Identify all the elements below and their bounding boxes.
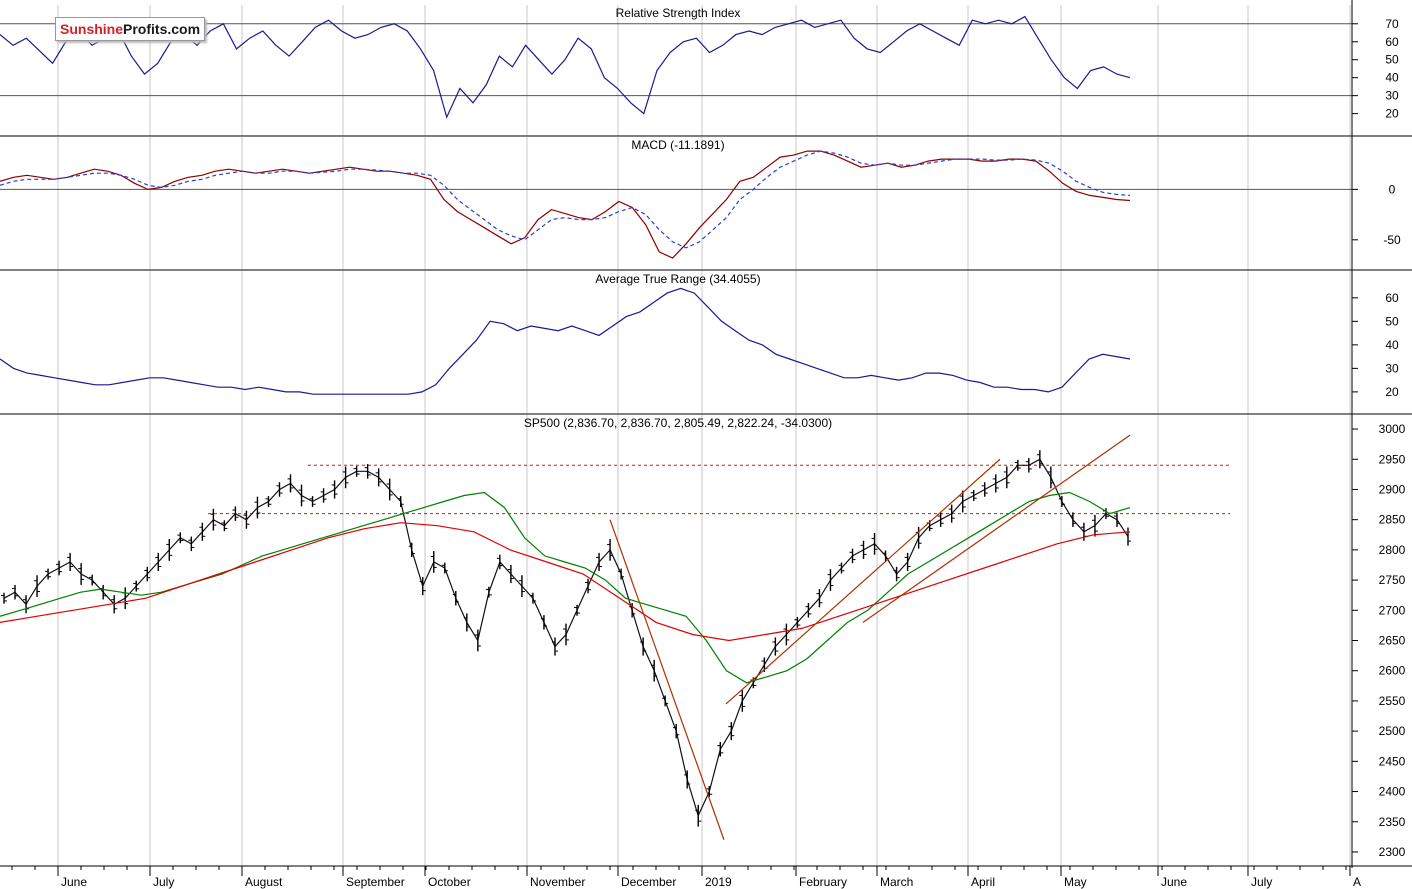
y-tick-label: 2650 <box>1379 634 1406 648</box>
panel-title: SP500 (2,836.70, 2,836.70, 2,805.49, 2,8… <box>524 416 832 430</box>
y-tick-label: 2800 <box>1379 543 1406 557</box>
month-label: April <box>971 875 995 889</box>
month-label: A <box>1353 875 1361 889</box>
y-tick-label: 0 <box>1389 182 1396 196</box>
month-label: September <box>346 875 405 889</box>
month-label: February <box>799 875 847 889</box>
trend-line <box>862 434 1131 623</box>
y-tick-label: 2950 <box>1379 452 1406 466</box>
indicator-line <box>0 287 1131 395</box>
month-label: November <box>530 875 585 889</box>
y-tick-label: 3000 <box>1379 422 1406 436</box>
y-tick-label: 20 <box>1385 107 1399 121</box>
month-label: March <box>880 875 913 889</box>
trend-line <box>609 519 725 841</box>
panel-title: MACD (-11.1891) <box>631 138 724 152</box>
y-tick-label: 40 <box>1385 71 1399 85</box>
y-tick-label: 2550 <box>1379 694 1406 708</box>
month-label: June <box>1161 875 1187 889</box>
macd-signal-line <box>0 150 1131 249</box>
y-tick-label: 20 <box>1385 385 1399 399</box>
y-tick-label: 2300 <box>1379 845 1406 859</box>
y-tick-label: 70 <box>1385 17 1399 31</box>
y-tick-label: 60 <box>1385 35 1399 49</box>
y-tick-label: 50 <box>1385 314 1399 328</box>
y-tick-label: 2350 <box>1379 815 1406 829</box>
month-label: May <box>1064 875 1087 889</box>
chart-series <box>0 15 1352 841</box>
month-label: July <box>1251 875 1272 889</box>
month-label: December <box>621 875 676 889</box>
y-tick-label: 30 <box>1385 89 1399 103</box>
sma-long-line <box>0 522 1131 642</box>
sma-short-line <box>0 491 1131 684</box>
y-tick-label: 30 <box>1385 361 1399 375</box>
y-tick-label: 40 <box>1385 338 1399 352</box>
y-tick-label: 2600 <box>1379 664 1406 678</box>
logo-text-sunshine: Sunshine <box>60 21 124 37</box>
y-tick-label: 60 <box>1385 291 1399 305</box>
month-label: October <box>428 875 471 889</box>
sunshine-profits-logo[interactable]: SunshineProfits.com <box>55 17 205 41</box>
month-label: June <box>61 875 87 889</box>
y-tick-label: 50 <box>1385 53 1399 67</box>
y-tick-label: -50 <box>1383 233 1401 247</box>
macd-line <box>0 150 1131 259</box>
month-label: August <box>245 875 283 889</box>
y-tick-label: 2850 <box>1379 513 1406 527</box>
y-tick-label: 2400 <box>1379 785 1406 799</box>
panel-title: Relative Strength Index <box>616 6 741 20</box>
y-tick-label: 2700 <box>1379 603 1406 617</box>
y-tick-label: 2750 <box>1379 573 1406 587</box>
y-tick-label: 2450 <box>1379 754 1406 768</box>
y-tick-label: 2900 <box>1379 482 1406 496</box>
panel-title: Average True Range (34.4055) <box>595 272 760 286</box>
trend-line <box>725 458 1001 705</box>
chart-labels: June July August September October November De… <box>61 6 1406 889</box>
chart-grid <box>57 5 1351 866</box>
month-label: July <box>153 875 174 889</box>
y-tick-label: 2500 <box>1379 724 1406 738</box>
month-label: 2019 <box>705 875 732 889</box>
logo-text-profits: Profits.com <box>123 21 201 37</box>
